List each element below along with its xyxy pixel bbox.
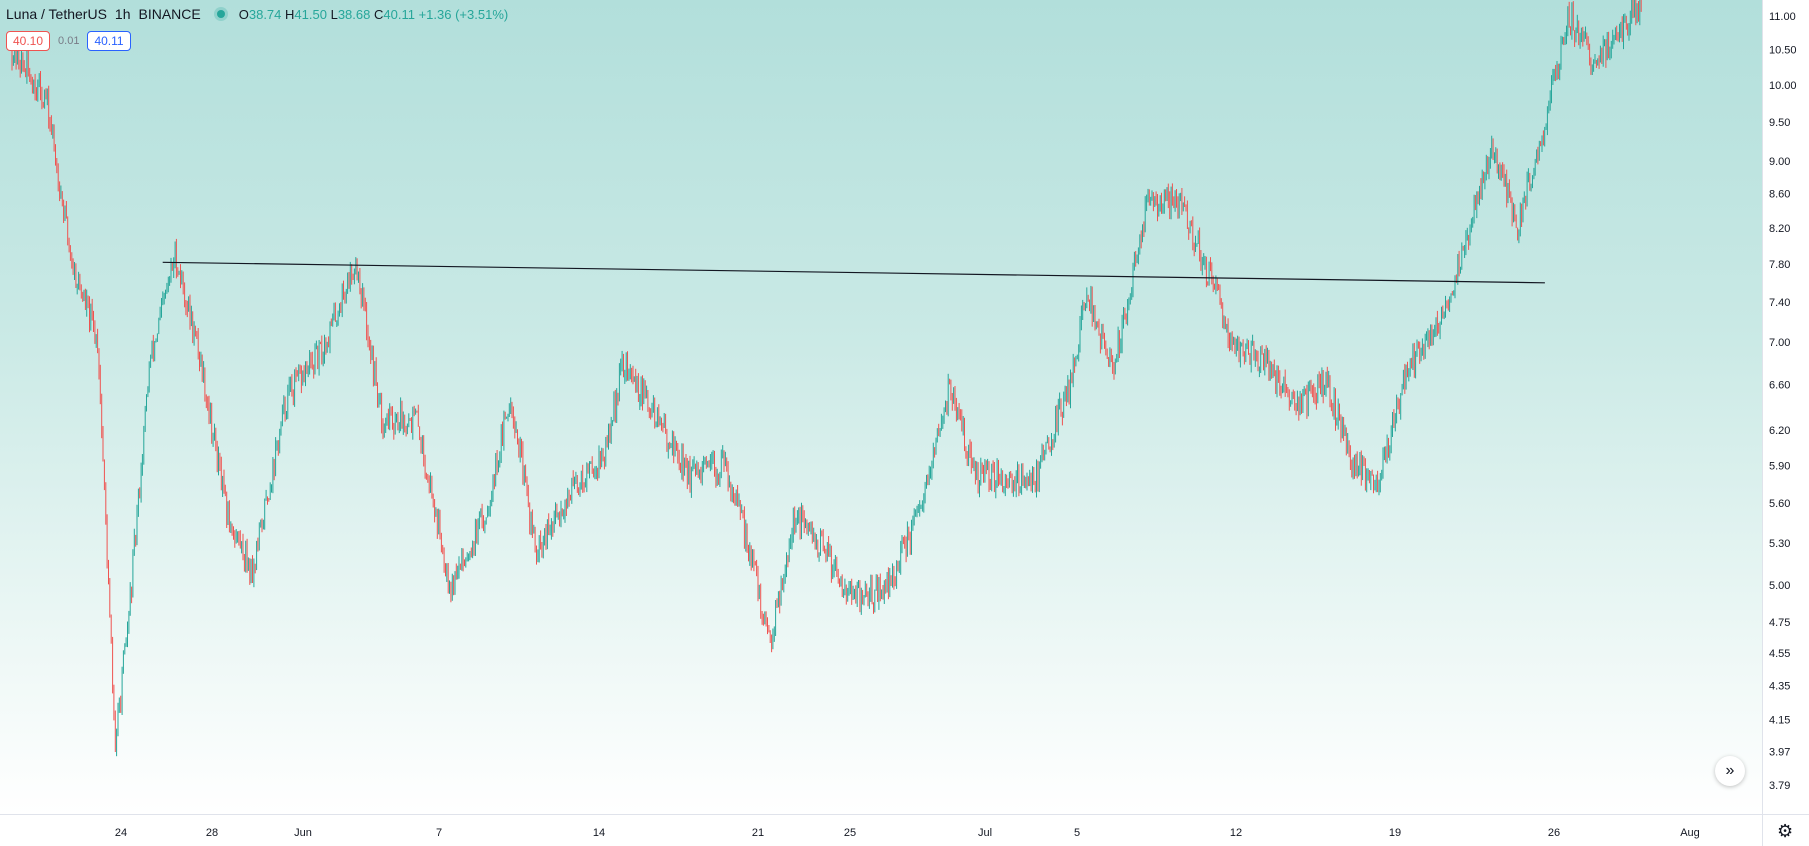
open-value: 38.74 xyxy=(248,6,282,22)
price-tick-label: 4.75 xyxy=(1769,617,1790,629)
low-label: L xyxy=(330,6,338,22)
price-tick-label: 3.79 xyxy=(1769,780,1790,792)
low-value: 38.68 xyxy=(337,6,371,22)
ohlc-values: O38.74 H41.50 L38.68 C40.11 +1.36 (+3.51… xyxy=(239,7,508,22)
exchange-label: BINANCE xyxy=(138,6,201,22)
spread-value: 0.01 xyxy=(58,35,80,47)
double-chevron-right-icon[interactable]: » xyxy=(1715,756,1745,786)
settings-corner[interactable]: ⚙ xyxy=(1762,814,1809,846)
price-plot[interactable] xyxy=(0,0,1762,814)
time-tick-label: 19 xyxy=(1389,827,1401,839)
time-tick-label: Jun xyxy=(294,827,312,839)
close-label: C xyxy=(374,6,384,22)
time-tick-label: 14 xyxy=(593,827,605,839)
price-tick-label: 5.90 xyxy=(1769,461,1790,473)
time-axis[interactable]: 24 28 Jun 7 14 21 25 Jul 5 12 19 26 Aug xyxy=(0,814,1762,846)
price-tick-label: 10.50 xyxy=(1769,45,1797,57)
candles-group xyxy=(11,0,1642,757)
price-tick-label: 4.35 xyxy=(1769,681,1790,693)
time-tick-label: 28 xyxy=(206,827,218,839)
price-tick-label: 4.15 xyxy=(1769,715,1790,727)
price-tick-label: 6.20 xyxy=(1769,425,1790,437)
price-tick-label: 9.50 xyxy=(1769,117,1790,129)
time-tick-label: 24 xyxy=(115,827,127,839)
trendline[interactable] xyxy=(162,261,1545,284)
time-tick-label: 25 xyxy=(844,827,856,839)
price-tick-label: 7.00 xyxy=(1769,337,1790,349)
price-tick-label: 10.00 xyxy=(1769,80,1797,92)
gear-icon[interactable]: ⚙ xyxy=(1777,821,1794,841)
chart-pane[interactable]: Luna / TetherUS 1h BINANCE O38.74 H41.50… xyxy=(0,0,1762,814)
price-axis[interactable]: 11.00 10.50 10.00 9.50 9.00 8.60 8.20 7.80 7.40 7… xyxy=(1762,0,1809,814)
time-tick-label: Jul xyxy=(978,827,992,839)
time-tick-label: 12 xyxy=(1230,827,1242,839)
bid-ask-panel: 40.10 0.01 40.11 xyxy=(6,31,131,51)
time-tick-label: 7 xyxy=(436,827,442,839)
price-tick-label: 9.00 xyxy=(1769,156,1790,168)
price-tick-label: 8.20 xyxy=(1769,223,1790,235)
time-tick-label: 26 xyxy=(1548,827,1560,839)
price-tick-label: 5.30 xyxy=(1769,538,1790,550)
interval-label[interactable]: 1h xyxy=(114,6,131,22)
price-tick-label: 11.00 xyxy=(1769,11,1796,23)
symbol-name[interactable]: Luna / TetherUS xyxy=(6,6,107,22)
symbol-legend: Luna / TetherUS 1h BINANCE O38.74 H41.50… xyxy=(6,6,508,22)
high-label: H xyxy=(285,6,295,22)
price-tick-label: 4.55 xyxy=(1769,648,1790,660)
price-tick-label: 8.60 xyxy=(1769,189,1790,201)
change-value: +1.36 (+3.51%) xyxy=(418,6,509,22)
price-tick-label: 6.60 xyxy=(1769,380,1790,392)
buy-price-button[interactable]: 40.11 xyxy=(87,31,131,51)
sell-price-button[interactable]: 40.10 xyxy=(6,31,51,51)
market-status-icon xyxy=(216,10,225,18)
time-tick-label: 5 xyxy=(1074,827,1080,839)
price-tick-label: 3.97 xyxy=(1769,747,1790,759)
open-label: O xyxy=(238,6,249,22)
time-tick-label: 21 xyxy=(752,827,764,839)
close-value: 40.11 xyxy=(383,6,415,22)
time-tick-label: Aug xyxy=(1680,827,1700,839)
price-tick-label: 5.60 xyxy=(1769,498,1790,510)
price-tick-label: 7.40 xyxy=(1769,297,1790,309)
price-tick-label: 7.80 xyxy=(1769,259,1790,271)
price-tick-label: 5.00 xyxy=(1769,580,1790,592)
high-value: 41.50 xyxy=(294,6,327,22)
